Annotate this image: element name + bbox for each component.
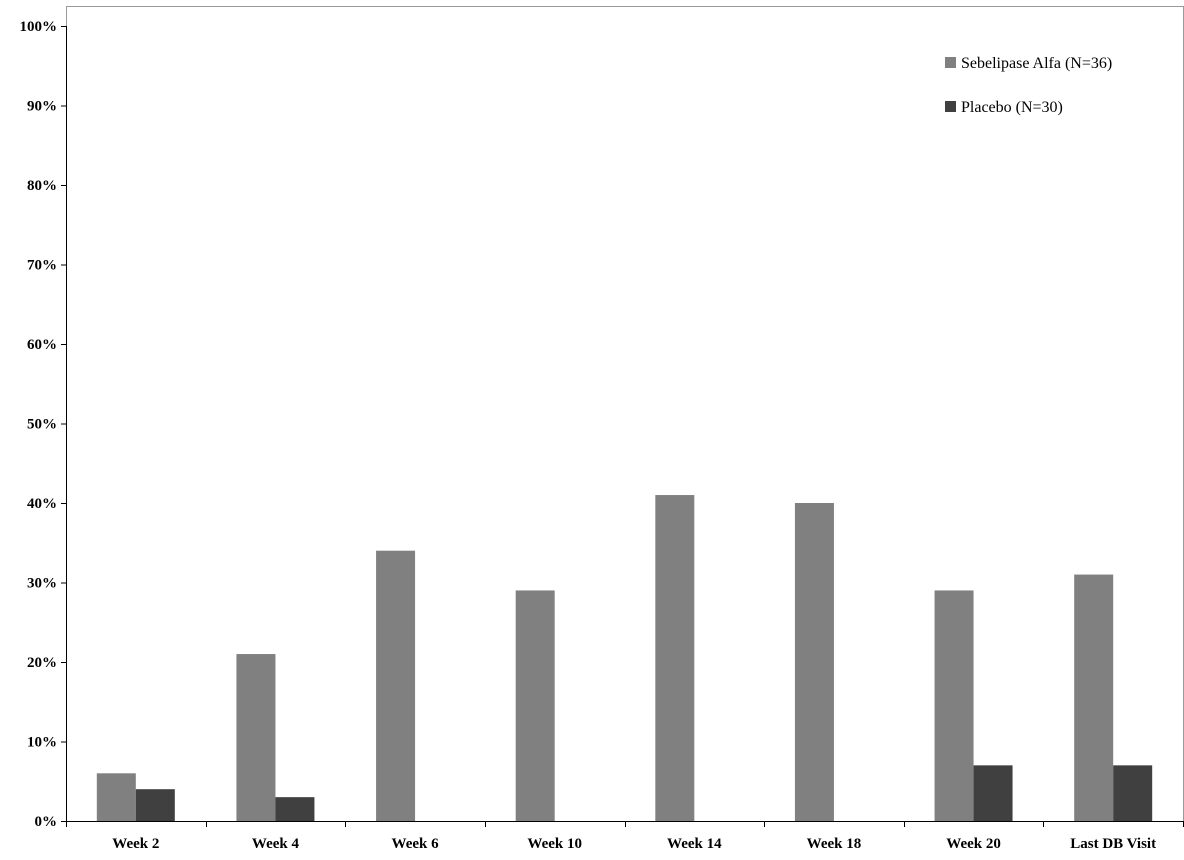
bar-sebelipase-week-2: [96, 773, 136, 821]
bar-placebo-week-2: [135, 789, 175, 821]
bar-sebelipase-week-6: [376, 550, 416, 821]
x-axis: Week 2 Week 4 Week 6 Week 10 Week 14 Week 18 W…: [66, 821, 1184, 852]
bar-sebelipase-week-20: [934, 590, 974, 821]
x-category-label: Week 2: [112, 836, 159, 852]
y-tick-label: 40%: [27, 496, 57, 512]
x-category-label: Week 18: [807, 836, 862, 852]
bar-sebelipase-week-10: [515, 590, 555, 821]
x-category-label: Last DB Visit: [1070, 836, 1156, 852]
bars: [96, 495, 1153, 821]
y-tick-label: 20%: [27, 655, 57, 671]
x-category-label: Week 6: [392, 836, 440, 852]
bar-placebo-last-db-visit: [1113, 765, 1153, 821]
legend-swatch: [945, 101, 956, 112]
y-tick-label: 0%: [35, 814, 58, 830]
y-tick-label: 70%: [27, 258, 57, 274]
x-category-label: Week 14: [667, 836, 722, 852]
bar-placebo-week-20: [973, 765, 1013, 821]
y-tick-label: 80%: [27, 178, 57, 194]
bar-sebelipase-week-14: [655, 495, 695, 821]
y-tick-label: 30%: [27, 576, 57, 592]
bar-sebelipase-last-db-visit: [1074, 574, 1114, 821]
bar-sebelipase-week-4: [236, 654, 276, 821]
y-axis: 0% 10% 20% 30% 40% 50% 60% 70% 80% 90% 100%: [20, 19, 67, 830]
legend-label: Placebo (N=30): [961, 99, 1063, 116]
x-category-label: Week 10: [527, 836, 582, 852]
y-tick-label: 50%: [27, 417, 57, 433]
bar-sebelipase-week-18: [794, 503, 834, 821]
y-tick-label: 60%: [27, 337, 57, 353]
y-tick-label: 100%: [20, 19, 58, 35]
legend: Sebelipase Alfa (N=36) Placebo (N=30): [945, 55, 1112, 116]
y-tick-label: 10%: [27, 735, 57, 751]
x-category-label: Week 4: [252, 836, 300, 852]
bar-placebo-week-4: [275, 797, 315, 821]
y-tick-label: 90%: [27, 99, 57, 115]
x-category-label: Week 20: [946, 836, 1001, 852]
legend-swatch: [945, 57, 956, 68]
plot-frame: [66, 6, 1184, 822]
legend-label: Sebelipase Alfa (N=36): [961, 55, 1112, 72]
